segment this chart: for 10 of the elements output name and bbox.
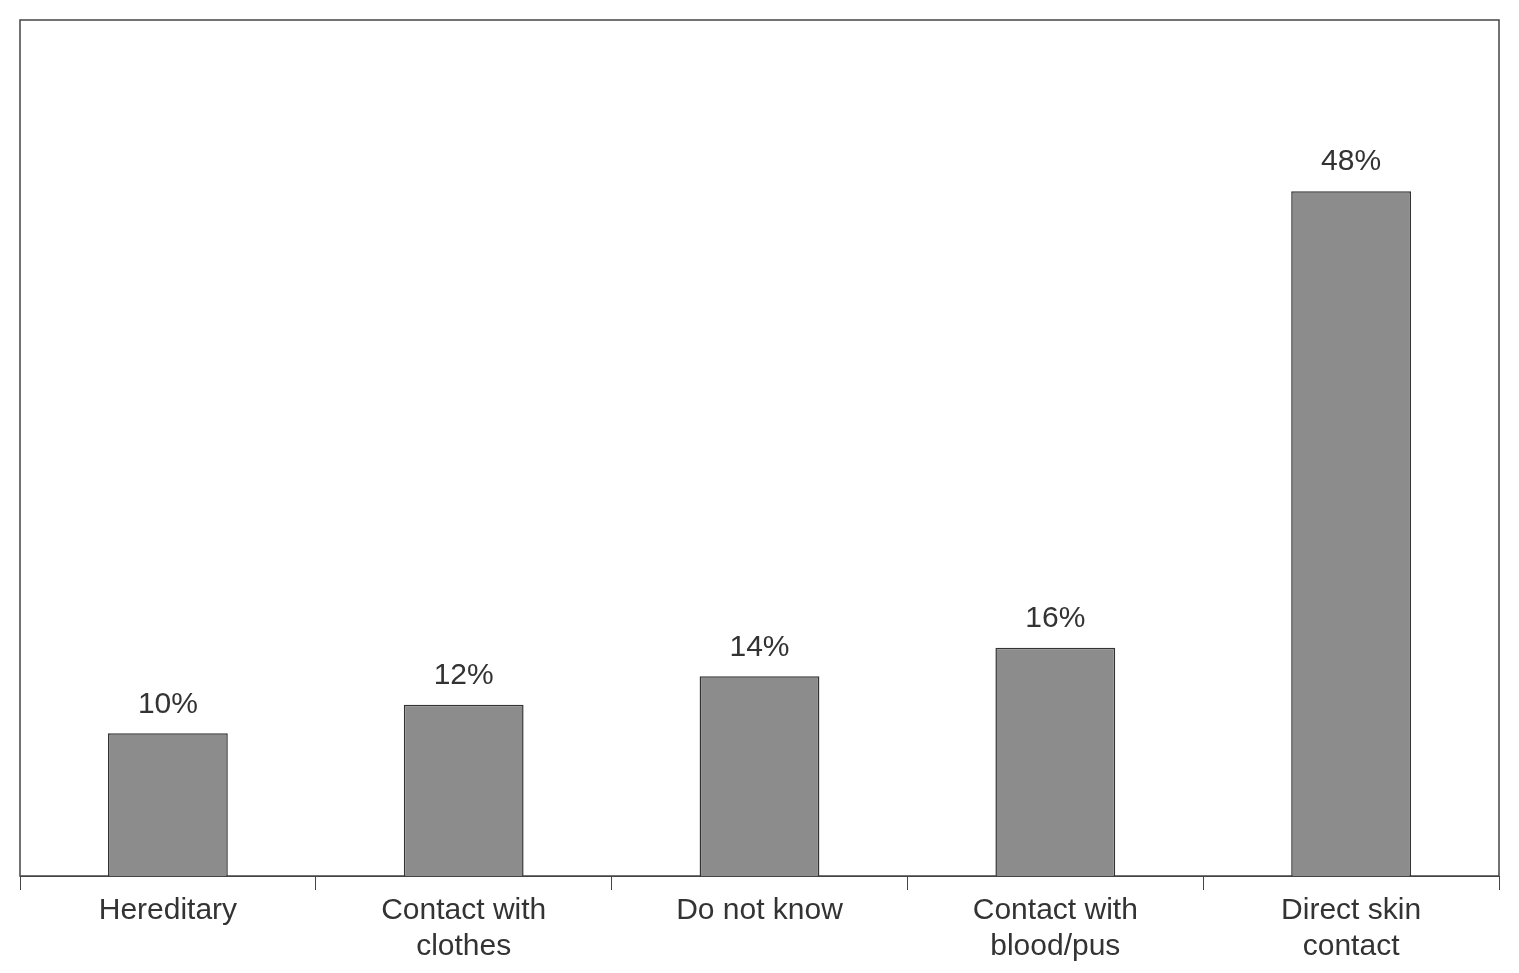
x-tick-label: Contact with blood/pus bbox=[972, 892, 1138, 962]
x-tick-label: Direct skin contact bbox=[1281, 892, 1422, 962]
data-label: 16% bbox=[1025, 600, 1086, 633]
x-tick-label: Do not know bbox=[676, 892, 844, 926]
data-label: 12% bbox=[433, 657, 494, 691]
x-tick-label: Contact with clothes bbox=[381, 892, 547, 962]
data-label: 48% bbox=[1321, 143, 1382, 177]
data-label: 14% bbox=[729, 628, 790, 662]
data-label: 10% bbox=[137, 685, 198, 719]
x-tick-label: Hereditary bbox=[98, 892, 238, 926]
